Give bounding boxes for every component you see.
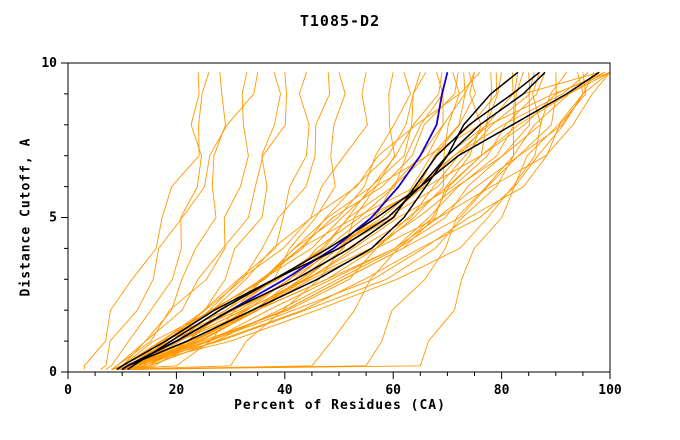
ensemble-model-curve <box>122 72 557 370</box>
ensemble-model-curve <box>122 72 421 370</box>
x-tick-label: 100 <box>598 383 622 398</box>
y-tick-label: 0 <box>49 365 57 380</box>
reference-model-curve <box>116 71 519 371</box>
x-tick-label: 0 <box>64 383 72 398</box>
ensemble-model-curve <box>127 72 587 370</box>
ensemble-model-curve <box>116 72 444 370</box>
ensemble-model-curve <box>116 72 493 370</box>
ensemble-model-curve <box>122 72 542 370</box>
ensemble-model-curve <box>83 72 210 370</box>
y-tick-label: 10 <box>41 56 57 71</box>
ensemble-model-curve <box>122 72 460 370</box>
ensemble-model-curve <box>111 72 531 370</box>
ensemble-model-curve <box>111 72 459 370</box>
ensemble-model-curve <box>111 72 595 370</box>
ensemble-model-curve <box>122 71 611 370</box>
x-tick-label: 60 <box>385 383 401 398</box>
ensemble-model-curve <box>111 71 589 370</box>
ensemble-model-curve <box>127 71 481 370</box>
ensemble-model-curve <box>122 72 503 370</box>
ensemble-model-curve <box>132 72 584 370</box>
ensemble-model-curve <box>132 72 427 370</box>
ensemble-model-curve <box>116 72 476 370</box>
ensemble-model-curve <box>122 72 475 370</box>
ensemble-model-curve <box>122 72 396 370</box>
x-tick-label: 80 <box>494 383 510 398</box>
ensemble-model-curve <box>116 72 611 370</box>
ensemble-model-curve <box>116 71 611 370</box>
ensemble-model-curve <box>111 72 287 370</box>
x-axis-label: Percent of Residues (CA) <box>234 398 446 413</box>
ensemble-model-curve <box>111 72 249 370</box>
ensemble-model-curve <box>105 72 202 370</box>
y-tick-label: 5 <box>49 211 57 226</box>
reference-model-curve <box>127 71 600 371</box>
ensemble-model-curve <box>116 72 567 370</box>
chart-title: T1085-D2 <box>299 12 381 30</box>
ensemble-model-curve <box>122 71 611 370</box>
plot-frame <box>67 62 611 373</box>
ensemble-model-curve <box>127 72 466 370</box>
ensemble-model-curve <box>127 71 605 370</box>
reference-model-curve <box>121 71 540 371</box>
ensemble-model-curve <box>100 72 259 370</box>
reference-model-curve <box>121 71 546 371</box>
ensemble-model-curve <box>116 72 226 370</box>
x-tick-label: 40 <box>277 383 293 398</box>
ensemble-model-curve <box>116 72 519 370</box>
x-tick-label: 20 <box>169 383 185 398</box>
ensemble-model-curve <box>122 72 346 370</box>
